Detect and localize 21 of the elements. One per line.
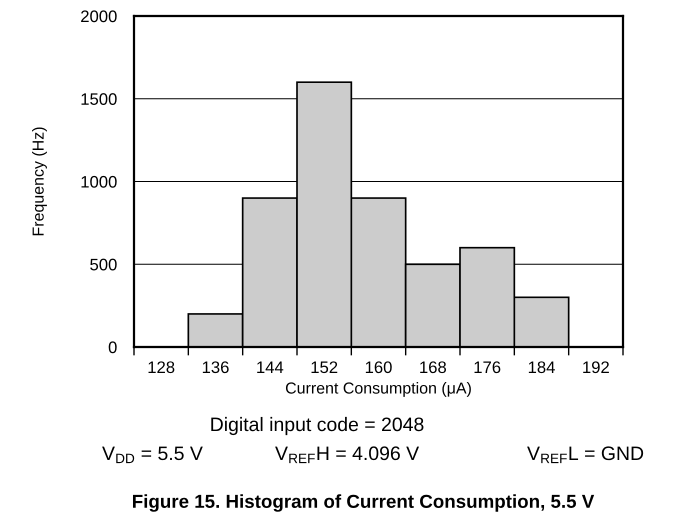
y-axis-title: Frequency (Hz) xyxy=(32,127,47,236)
x-tick-label: 152 xyxy=(312,361,338,374)
x-tick-label: 160 xyxy=(366,361,392,374)
y-tick-label: 500 xyxy=(90,258,117,270)
y-tick-label: 1500 xyxy=(82,93,117,105)
x-tick-label: 136 xyxy=(202,361,229,374)
y-tick-label: 0 xyxy=(108,341,117,354)
x-tick-label: 192 xyxy=(583,361,609,374)
text: V$_{REF}$H = 4.096 V xyxy=(275,446,420,464)
x-tick-label: 168 xyxy=(420,361,446,374)
x-tick-label: 128 xyxy=(148,361,174,374)
y-tick-label: 1000 xyxy=(82,176,117,188)
x-tick-label: 184 xyxy=(528,361,555,374)
text: Digital input code = 2048 xyxy=(211,416,424,436)
x-axis-title: Current Consumption (μA) xyxy=(286,382,471,397)
x-tick-label: 144 xyxy=(257,362,284,373)
y-tick-label: 2000 xyxy=(81,10,117,22)
text: V$_{REF}$L = GND xyxy=(527,446,644,464)
text: Figure 15. Histogram of Current Consumption, 5.5 V xyxy=(132,494,594,512)
text: V$_{DD}$ = 5.5 V xyxy=(102,446,203,464)
x-tick-label: 176 xyxy=(474,361,500,374)
